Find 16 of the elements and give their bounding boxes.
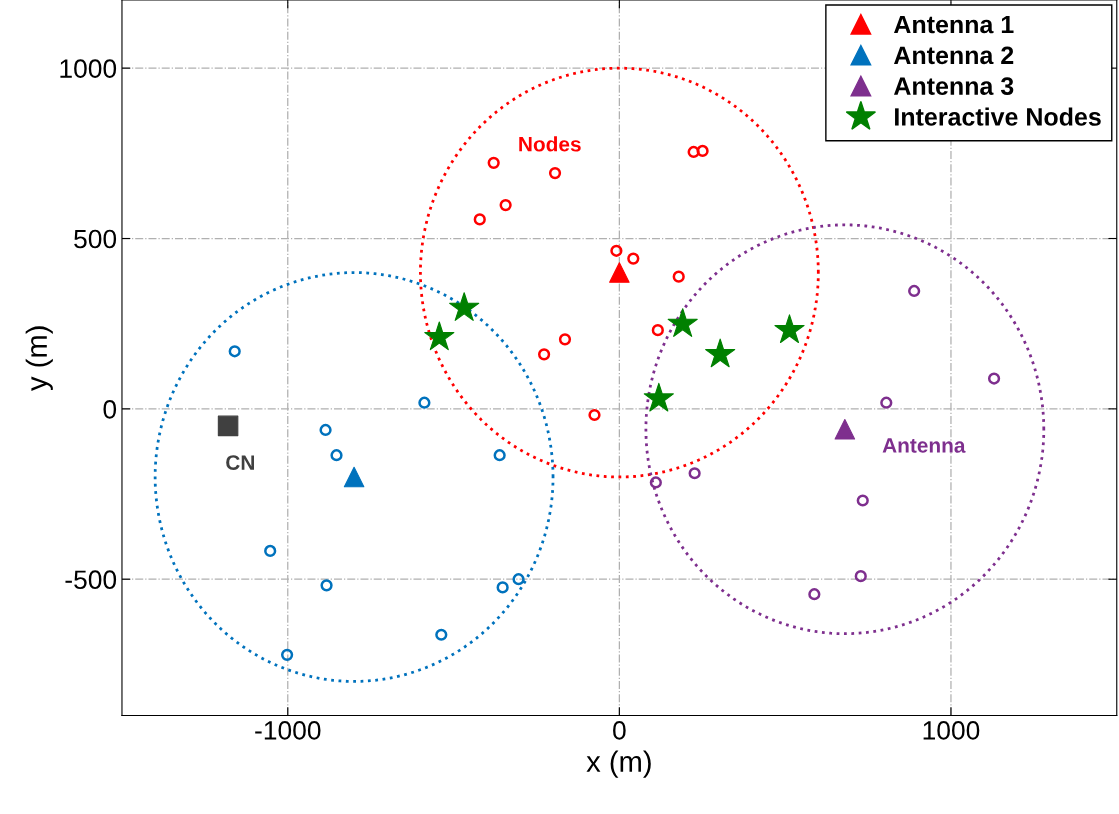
legend-label: Antenna 3 xyxy=(893,77,1014,96)
legend-label: Antenna 2 xyxy=(893,46,1014,65)
legend-label: Interactive Nodes xyxy=(895,107,1101,126)
annotation: CN xyxy=(226,455,254,470)
annotation: Nodes xyxy=(519,136,581,152)
y-tick-label: 1000 xyxy=(60,59,117,78)
y-tick-label: 500 xyxy=(74,229,117,249)
x-tick-label: -1000 xyxy=(255,721,321,740)
annotation: Antenna xyxy=(882,438,966,453)
y-axis-title: y (m) xyxy=(25,326,53,391)
x-tick-label: 1000 xyxy=(923,721,980,740)
x-axis-title: x (m) xyxy=(586,750,651,778)
y-tick-label: 0 xyxy=(103,400,117,419)
y-tick-label: -500 xyxy=(65,570,117,590)
x-tick-label: 0 xyxy=(613,721,626,740)
legend-label: Antenna 1 xyxy=(893,15,1014,34)
